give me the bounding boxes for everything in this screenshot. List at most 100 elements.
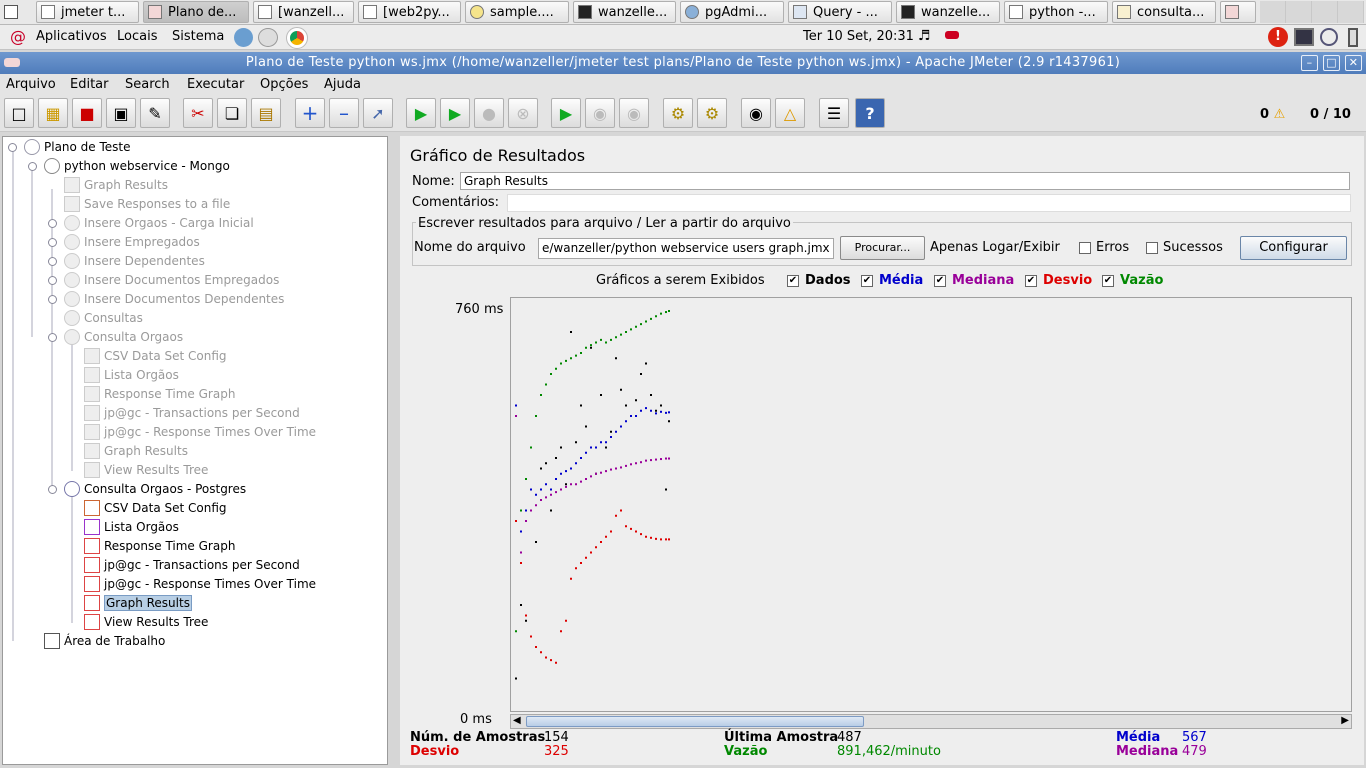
scroll-right-icon[interactable]: ▶	[1341, 715, 1349, 726]
volume-icon[interactable]: ♬	[918, 28, 931, 44]
graph-option-checkbox[interactable]: ✔	[861, 275, 873, 287]
remote-start-icon[interactable]: ▶	[551, 98, 581, 128]
stop-icon[interactable]: ●	[474, 98, 504, 128]
task-web2py[interactable]: [web2py...	[358, 1, 461, 23]
tree-expander[interactable]	[48, 219, 57, 228]
tree-node[interactable]: Graph Results	[84, 594, 192, 612]
menu-applications[interactable]: Aplicativos	[36, 29, 107, 44]
tree-node[interactable]: View Results Tree	[84, 613, 208, 631]
menu-editar[interactable]: Editar	[70, 77, 109, 92]
configure-button[interactable]: Configurar	[1240, 236, 1347, 260]
help-icon[interactable]: ?	[855, 98, 885, 128]
menu-system[interactable]: Sistema	[172, 29, 225, 44]
menu-places[interactable]: Locais	[117, 29, 158, 44]
graph-option-label[interactable]: Desvio	[1043, 273, 1093, 288]
tree-node[interactable]: Consulta Orgaos	[64, 328, 183, 346]
tree-node[interactable]: Graph Results	[84, 442, 188, 460]
browse-button[interactable]: Procurar...	[840, 236, 925, 260]
graph-option-label[interactable]: Vazão	[1120, 273, 1164, 288]
tree-expander[interactable]	[48, 485, 57, 494]
globe-icon[interactable]	[234, 28, 253, 47]
tree-node[interactable]: Consultas	[64, 309, 143, 327]
tree-node[interactable]: jp@gc - Response Times Over Time	[84, 423, 316, 441]
task-pgadmin[interactable]: pgAdmi...	[680, 1, 784, 23]
task-jmeter-small[interactable]	[1220, 1, 1256, 23]
tree-node[interactable]: jp@gc - Transactions per Second	[84, 556, 300, 574]
tree-node[interactable]: Área de Trabalho	[44, 632, 165, 650]
save-as-icon[interactable]: ✎	[140, 98, 170, 128]
monitor-icon[interactable]	[1294, 28, 1314, 46]
mail-icon[interactable]	[258, 28, 278, 47]
open-icon[interactable]: ▦	[38, 98, 68, 128]
tree-node[interactable]: Insere Empregados	[64, 233, 200, 251]
menu-arquivo[interactable]: Arquivo	[6, 77, 56, 92]
remote-stop-icon[interactable]: ◉	[585, 98, 615, 128]
graph-option-label[interactable]: Mediana	[952, 273, 1015, 288]
test-plan-tree[interactable]: Plano de Teste python webservice - Mongo G…	[2, 136, 388, 765]
start-no-pauses-icon[interactable]: ▶	[440, 98, 470, 128]
tree-expander[interactable]	[48, 276, 57, 285]
graph-scrollbar[interactable]: ◀ ▶	[510, 714, 1352, 729]
maximize-button[interactable]: □	[1323, 55, 1340, 71]
task-plano-de-teste[interactable]: Plano de...	[143, 1, 249, 23]
close-file-icon[interactable]: ■	[72, 98, 102, 128]
search-icon[interactable]	[1320, 28, 1338, 46]
scroll-left-icon[interactable]: ◀	[513, 715, 521, 726]
task-python[interactable]: python -...	[1004, 1, 1108, 23]
task-consulta[interactable]: consulta...	[1112, 1, 1216, 23]
tree-node[interactable]: Insere Documentos Empregados	[64, 271, 279, 289]
minimize-button[interactable]: –	[1301, 55, 1318, 71]
tree-node[interactable]: Lista Orgãos	[84, 366, 179, 384]
tree-expander[interactable]	[48, 333, 57, 342]
reset-search-icon[interactable]: △	[775, 98, 805, 128]
function-helper-icon[interactable]: ☰	[819, 98, 849, 128]
clear-all-icon[interactable]: ⚙	[697, 98, 727, 128]
pane-splitter[interactable]	[389, 136, 397, 765]
tree-node[interactable]: jp@gc - Transactions per Second	[84, 404, 300, 422]
graph-option-checkbox[interactable]: ✔	[1025, 275, 1037, 287]
tree-node[interactable]: Response Time Graph	[84, 385, 235, 403]
errors-checkbox[interactable]	[1079, 242, 1091, 254]
success-checkbox[interactable]	[1146, 242, 1158, 254]
jmeter-tray-icon[interactable]	[945, 31, 959, 39]
task-wanzeller-1[interactable]: [wanzell...	[253, 1, 354, 23]
graph-option-checkbox[interactable]: ✔	[787, 275, 799, 287]
battery-icon[interactable]	[1348, 28, 1358, 47]
menu-search[interactable]: Search	[125, 77, 170, 92]
tree-node[interactable]: View Results Tree	[84, 461, 208, 479]
tree-expander[interactable]	[8, 143, 17, 152]
graph-option-checkbox[interactable]: ✔	[934, 275, 946, 287]
graph-option-checkbox[interactable]: ✔	[1102, 275, 1114, 287]
tree-expander[interactable]	[48, 257, 57, 266]
copy-icon[interactable]: ❏	[217, 98, 247, 128]
clear-icon[interactable]: ⚙	[663, 98, 693, 128]
tree-expander[interactable]	[28, 162, 37, 171]
menu-executar[interactable]: Executar	[187, 77, 245, 92]
tree-node[interactable]: Plano de Teste	[24, 138, 131, 156]
tree-node[interactable]: Response Time Graph	[84, 537, 235, 555]
remote-shutdown-icon[interactable]: ◉	[619, 98, 649, 128]
show-desktop-icon[interactable]	[4, 5, 18, 19]
collapse-icon[interactable]: –	[329, 98, 359, 128]
menu-ajuda[interactable]: Ajuda	[324, 77, 361, 92]
task-wanzeller-terminal[interactable]: wanzelle...	[573, 1, 676, 23]
success-label[interactable]: Sucessos	[1163, 240, 1223, 255]
graph-option-label[interactable]: Média	[879, 273, 924, 288]
tree-node[interactable]: Insere Orgaos - Carga Inicial	[64, 214, 254, 232]
tree-expander[interactable]	[48, 238, 57, 247]
tree-node[interactable]: CSV Data Set Config	[84, 499, 227, 517]
errors-label[interactable]: Erros	[1096, 240, 1130, 255]
comments-field[interactable]	[507, 194, 1351, 212]
tree-node[interactable]: Consulta Orgaos - Postgres	[64, 480, 246, 498]
paste-icon[interactable]: ▤	[251, 98, 281, 128]
tree-node[interactable]: python webservice - Mongo	[44, 157, 230, 175]
task-sample[interactable]: sample....	[465, 1, 569, 23]
menu-opcoes[interactable]: Opções	[260, 77, 309, 92]
tree-node[interactable]: Insere Dependentes	[64, 252, 205, 270]
cut-icon[interactable]: ✂	[183, 98, 213, 128]
tree-node[interactable]: Lista Orgãos	[84, 518, 179, 536]
expand-icon[interactable]: +	[295, 98, 325, 128]
start-icon[interactable]: ▶	[406, 98, 436, 128]
tree-node[interactable]: Save Responses to a file	[64, 195, 230, 213]
scroll-thumb[interactable]	[526, 716, 864, 727]
